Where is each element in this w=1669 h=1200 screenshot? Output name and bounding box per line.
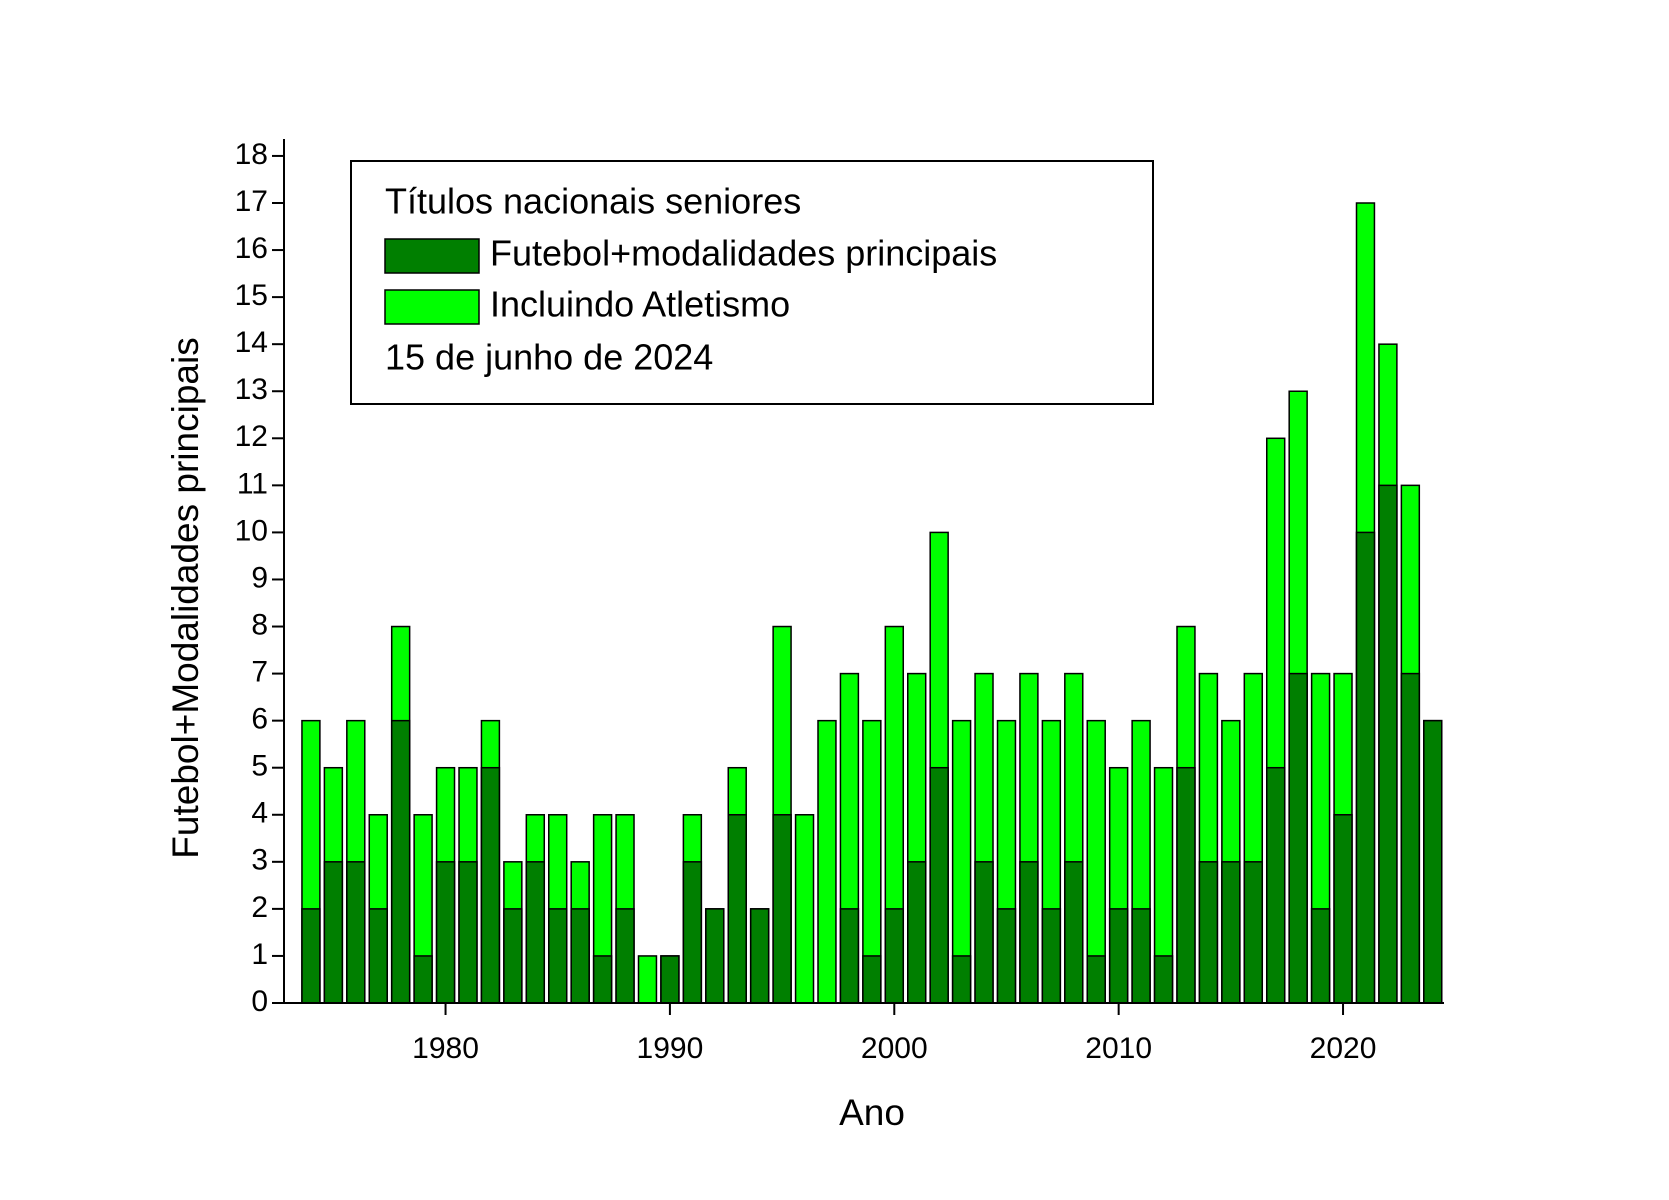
bar (1243, 861, 1264, 1004)
y-tick-label: 5 (251, 750, 268, 783)
legend-label: Futebol+modalidades principais (490, 233, 997, 274)
legend-title: Títulos nacionais seniores (385, 181, 801, 222)
y-tick-label: 3 (251, 844, 268, 877)
bar (1041, 908, 1062, 1004)
bar (615, 908, 635, 1004)
bar (749, 908, 770, 1004)
y-tick-label: 18 (235, 138, 268, 171)
y-tick-label: 0 (251, 985, 268, 1018)
legend-swatch (384, 238, 480, 274)
bar (480, 766, 501, 1004)
y-tick-label: 6 (251, 703, 268, 736)
x-tick-label: 2010 (1085, 1032, 1152, 1065)
bar (907, 861, 927, 1004)
x-tick-label: 1990 (637, 1032, 704, 1065)
legend-box (350, 160, 1154, 405)
bar (301, 908, 321, 1004)
bar (503, 908, 523, 1004)
y-tick-label: 2 (251, 891, 268, 924)
y-tick-label: 13 (235, 373, 268, 406)
y-tick-label: 4 (251, 797, 268, 830)
bar (323, 861, 344, 1004)
bar (705, 908, 725, 1004)
bar (1333, 814, 1353, 1004)
bar (368, 908, 388, 1004)
y-tick-label: 7 (251, 656, 268, 689)
x-axis-title: Ano (839, 1092, 905, 1133)
bar (1086, 955, 1106, 1004)
y-axis-title: Futebol+Modalidades principais (165, 337, 206, 858)
bar (929, 766, 949, 1004)
bar (974, 861, 994, 1004)
bar (727, 814, 747, 1004)
bar (413, 955, 433, 1004)
y-tick-label: 15 (235, 279, 268, 312)
bar (1310, 908, 1331, 1004)
bar (862, 955, 882, 1004)
y-tick-label: 12 (235, 420, 268, 453)
x-tick-label: 1980 (412, 1032, 479, 1065)
y-tick-label: 14 (235, 326, 268, 359)
bar (660, 955, 680, 1004)
bar (1288, 672, 1308, 1004)
bar (839, 908, 860, 1004)
bar (1198, 861, 1219, 1004)
bar (390, 719, 411, 1004)
legend-label: Incluindo Atletismo (490, 284, 790, 325)
bar (772, 814, 792, 1004)
y-tick-label: 11 (237, 467, 268, 500)
bar (817, 719, 837, 1004)
bar (525, 861, 546, 1004)
bar (682, 861, 703, 1004)
x-tick-label: 2020 (1310, 1032, 1377, 1065)
bar (1108, 908, 1129, 1004)
bar (996, 908, 1017, 1004)
bar (458, 861, 478, 1004)
bar (1221, 861, 1241, 1004)
bar (1423, 719, 1443, 1004)
bar (570, 908, 590, 1004)
bar (884, 908, 905, 1004)
legend-swatch (384, 289, 480, 325)
y-tick-label: 9 (251, 561, 268, 594)
bar (1019, 861, 1039, 1004)
bar (637, 955, 658, 1004)
bar (951, 955, 972, 1004)
bar (1064, 861, 1084, 1004)
bar (1355, 531, 1376, 1004)
bar (1153, 955, 1174, 1004)
bar (592, 955, 613, 1004)
y-tick-label: 1 (251, 938, 268, 971)
x-tick-label: 2000 (861, 1032, 928, 1065)
bar (1400, 672, 1421, 1004)
note: 15 de junho de 2024 (385, 337, 713, 378)
y-tick-label: 16 (235, 232, 268, 265)
bar (1176, 766, 1196, 1004)
bar (548, 908, 568, 1004)
bar (435, 861, 456, 1004)
y-tick-label: 8 (251, 608, 268, 641)
y-tick-label: 17 (235, 185, 268, 218)
bar (1378, 484, 1398, 1004)
bar (794, 814, 815, 1004)
bar (346, 861, 366, 1004)
y-tick-label: 10 (235, 514, 268, 547)
bar (1131, 908, 1151, 1004)
bar (1265, 766, 1286, 1004)
